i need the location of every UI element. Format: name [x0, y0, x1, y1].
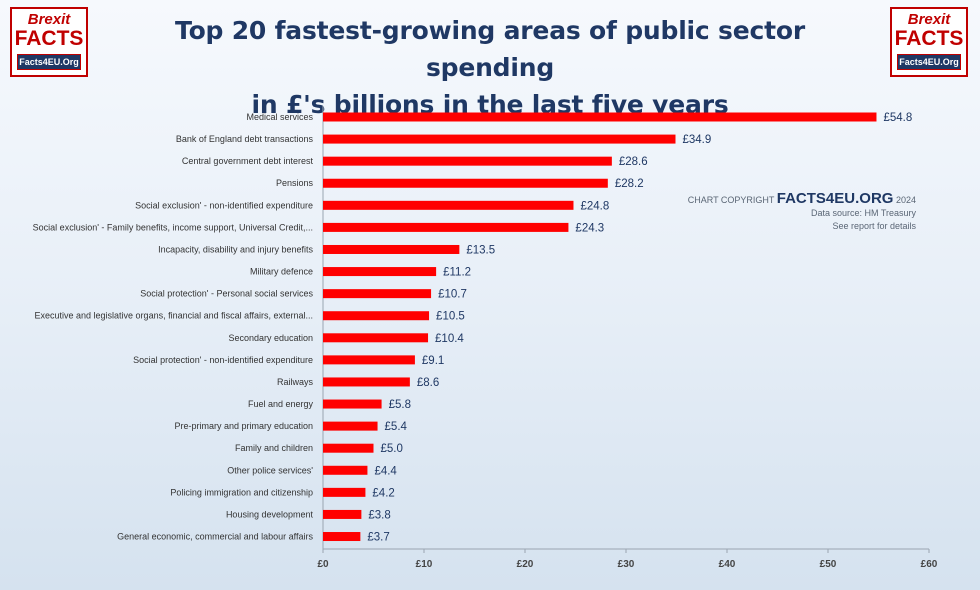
- bar: [323, 200, 574, 210]
- copyright-notice: CHART COPYRIGHT FACTS4EU.ORG 2024 Data s…: [687, 190, 916, 233]
- data-label: £24.3: [575, 222, 604, 234]
- data-label: £54.8: [883, 112, 912, 124]
- data-label: £10.4: [435, 333, 464, 345]
- bar: [323, 333, 429, 343]
- bar: [323, 532, 361, 542]
- data-label: £3.7: [367, 532, 389, 544]
- category-label: Policing immigration and citizenship: [170, 487, 313, 497]
- data-label: £5.4: [385, 421, 408, 433]
- bar: [323, 112, 877, 122]
- data-label: £10.5: [436, 311, 465, 323]
- brexit-facts-logo-left: Brexit FACTS Facts4EU.Org: [10, 7, 88, 77]
- data-label: £28.6: [619, 156, 648, 168]
- data-label: £4.2: [372, 487, 394, 499]
- data-source: Data source: HM Treasury: [810, 208, 916, 218]
- category-label: Secondary education: [228, 333, 313, 343]
- data-label: £11.2: [443, 267, 471, 279]
- logo-line3: Facts4EU.Org: [897, 54, 961, 70]
- logo-line2: FACTS: [894, 27, 964, 50]
- bar: [323, 355, 415, 365]
- logo-line2: FACTS: [14, 27, 84, 50]
- chart-title-line1: Top 20 fastest-growing areas of public s…: [175, 16, 805, 82]
- data-label: £34.9: [682, 134, 711, 146]
- data-label: £3.8: [368, 509, 390, 521]
- bar: [323, 222, 569, 232]
- category-label: Executive and legislative organs, financ…: [35, 311, 314, 321]
- data-label: £28.2: [615, 178, 644, 190]
- category-label: Military defence: [250, 267, 313, 277]
- logo-line3: Facts4EU.Org: [17, 54, 81, 70]
- category-label: Bank of England debt transactions: [176, 134, 314, 144]
- category-label: Social exclusion' - non-identified expen…: [135, 200, 313, 210]
- copyright-brand: FACTS4EU.ORG: [776, 190, 894, 207]
- bar: [323, 443, 374, 453]
- copyright-prefix: CHART COPYRIGHT: [687, 195, 775, 205]
- category-label: Housing development: [226, 509, 314, 519]
- category-label: Railways: [277, 377, 314, 387]
- category-label: Medical services: [246, 112, 313, 122]
- brexit-facts-logo-right: Brexit FACTS Facts4EU.Org: [890, 7, 968, 77]
- copyright-year: 2024: [895, 195, 916, 205]
- category-label: Social protection' - non-identified expe…: [133, 355, 313, 365]
- data-label: £13.5: [466, 244, 495, 256]
- bar: [323, 156, 612, 166]
- category-label: Central government debt interest: [182, 156, 314, 166]
- chart-title: Top 20 fastest-growing areas of public s…: [130, 12, 850, 123]
- bar: [323, 377, 410, 387]
- data-label: £5.8: [389, 399, 411, 411]
- x-tick-label: £40: [719, 559, 736, 570]
- category-label: Social protection' - Personal social ser…: [140, 289, 313, 299]
- bar: [323, 509, 362, 519]
- bar: [323, 311, 430, 321]
- bar: [323, 244, 460, 254]
- category-label: Fuel and energy: [248, 399, 314, 409]
- bar: [323, 399, 382, 409]
- x-tick-label: £0: [317, 559, 329, 570]
- category-label: Other police services': [227, 465, 313, 475]
- data-label: £5.0: [381, 443, 403, 455]
- bar: [323, 487, 366, 497]
- data-label: £9.1: [422, 355, 444, 367]
- bar: [323, 178, 608, 188]
- category-label: Pensions: [276, 178, 314, 188]
- bar: [323, 289, 432, 299]
- category-label: Incapacity, disability and injury benefi…: [158, 244, 313, 254]
- data-label: £4.4: [374, 465, 397, 477]
- x-tick-label: £30: [618, 559, 635, 570]
- x-tick-label: £10: [416, 559, 433, 570]
- bar: [323, 465, 368, 475]
- category-label: Pre-primary and primary education: [174, 421, 313, 431]
- x-tick-label: £60: [921, 559, 938, 570]
- logo-line1: Brexit: [27, 11, 71, 28]
- bar: [323, 421, 378, 431]
- bar: [323, 134, 676, 144]
- logo-line1: Brexit: [907, 11, 951, 28]
- category-label: Social exclusion' - Family benefits, inc…: [33, 222, 313, 232]
- category-label: General economic, commercial and labour …: [117, 532, 313, 542]
- x-tick-label: £50: [820, 559, 837, 570]
- data-label: £8.6: [417, 377, 439, 389]
- bar: [323, 267, 437, 277]
- data-label: £10.7: [438, 289, 467, 301]
- x-tick-label: £20: [517, 559, 534, 570]
- data-label: £24.8: [580, 200, 609, 212]
- category-label: Family and children: [235, 443, 313, 453]
- report-note: See report for details: [832, 221, 916, 231]
